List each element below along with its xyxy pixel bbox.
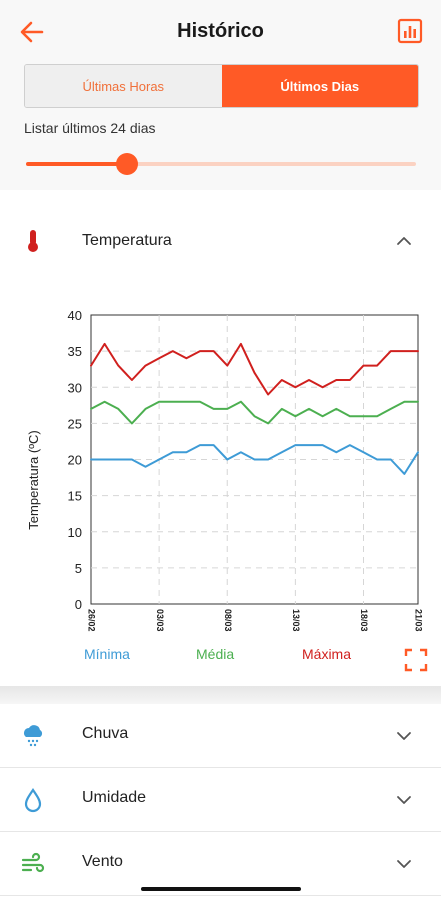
temperature-chart: 0 5 10 15 20 25 30 35 40 26/02 03/03 08/03 13/03 18/… xyxy=(26,308,424,632)
filter-panel: Últimas Horas Últimos Dias Listar último… xyxy=(0,56,441,190)
y-tick-label: 25 xyxy=(68,416,82,431)
wind-label: Vento xyxy=(82,853,123,870)
x-tick-label: 26/02 xyxy=(87,609,97,632)
rain-label: Chuva xyxy=(82,725,129,742)
humidity-row[interactable]: Umidade xyxy=(0,768,441,832)
slider-thumb[interactable] xyxy=(116,153,138,175)
wind-row[interactable]: Vento xyxy=(0,832,441,896)
max-series-line xyxy=(90,342,419,396)
rain-cloud-icon xyxy=(24,725,43,747)
humidity-label: Umidade xyxy=(82,789,147,806)
back-arrow-icon[interactable] xyxy=(18,18,46,46)
y-tick-label: 5 xyxy=(75,561,82,576)
temperature-label: Temperatura xyxy=(82,232,172,249)
chevron-up-icon[interactable] xyxy=(395,232,413,250)
x-tick-label: 03/03 xyxy=(155,609,165,632)
temperature-section: Temperatura 0 5 10 15 20 25 30 35 40 26/02 03/03 0… xyxy=(0,190,441,686)
y-tick-label: 20 xyxy=(68,453,82,468)
y-axis-label: Temperatura (ºC) xyxy=(26,430,41,529)
chevron-down-icon[interactable] xyxy=(395,855,413,873)
temperature-header[interactable]: Temperatura xyxy=(0,210,441,272)
y-tick-label: 40 xyxy=(68,308,82,323)
y-tick-label: 10 xyxy=(68,525,82,540)
rain-row[interactable]: Chuva xyxy=(0,704,441,768)
x-tick-label: 08/03 xyxy=(223,609,233,632)
x-tick-label: 21/03 xyxy=(414,609,424,632)
period-segmented-control: Últimas Horas Últimos Dias xyxy=(24,64,419,108)
tab-last-hours[interactable]: Últimas Horas xyxy=(25,65,222,107)
x-tick-label: 13/03 xyxy=(291,609,301,632)
legend-max: Máxima xyxy=(302,646,352,662)
x-tick-label: 18/03 xyxy=(359,609,369,632)
page-title: Histórico xyxy=(177,20,264,42)
fullscreen-icon[interactable] xyxy=(404,648,428,672)
water-drop-icon xyxy=(24,788,42,813)
bar-chart-icon[interactable] xyxy=(397,18,423,44)
slider-track-empty xyxy=(127,162,416,166)
avg-series-line xyxy=(90,400,419,425)
chevron-down-icon[interactable] xyxy=(395,727,413,745)
y-tick-label: 15 xyxy=(68,489,82,504)
home-indicator xyxy=(141,887,301,891)
range-label: Listar últimos 24 dias xyxy=(24,120,156,136)
section-divider xyxy=(0,686,441,704)
slider-track-filled xyxy=(26,162,127,166)
legend-min: Mínima xyxy=(84,646,130,662)
wind-icon xyxy=(21,852,45,873)
app-header: Histórico xyxy=(0,0,441,64)
days-slider[interactable] xyxy=(26,152,416,176)
tab-last-days[interactable]: Últimos Dias xyxy=(221,65,418,107)
y-tick-label: 0 xyxy=(75,597,82,612)
chevron-down-icon[interactable] xyxy=(395,791,413,809)
y-tick-label: 35 xyxy=(68,344,82,359)
y-tick-label: 30 xyxy=(68,380,82,395)
thermometer-icon xyxy=(28,230,38,252)
legend-avg: Média xyxy=(196,646,235,662)
min-series-line xyxy=(90,444,419,475)
